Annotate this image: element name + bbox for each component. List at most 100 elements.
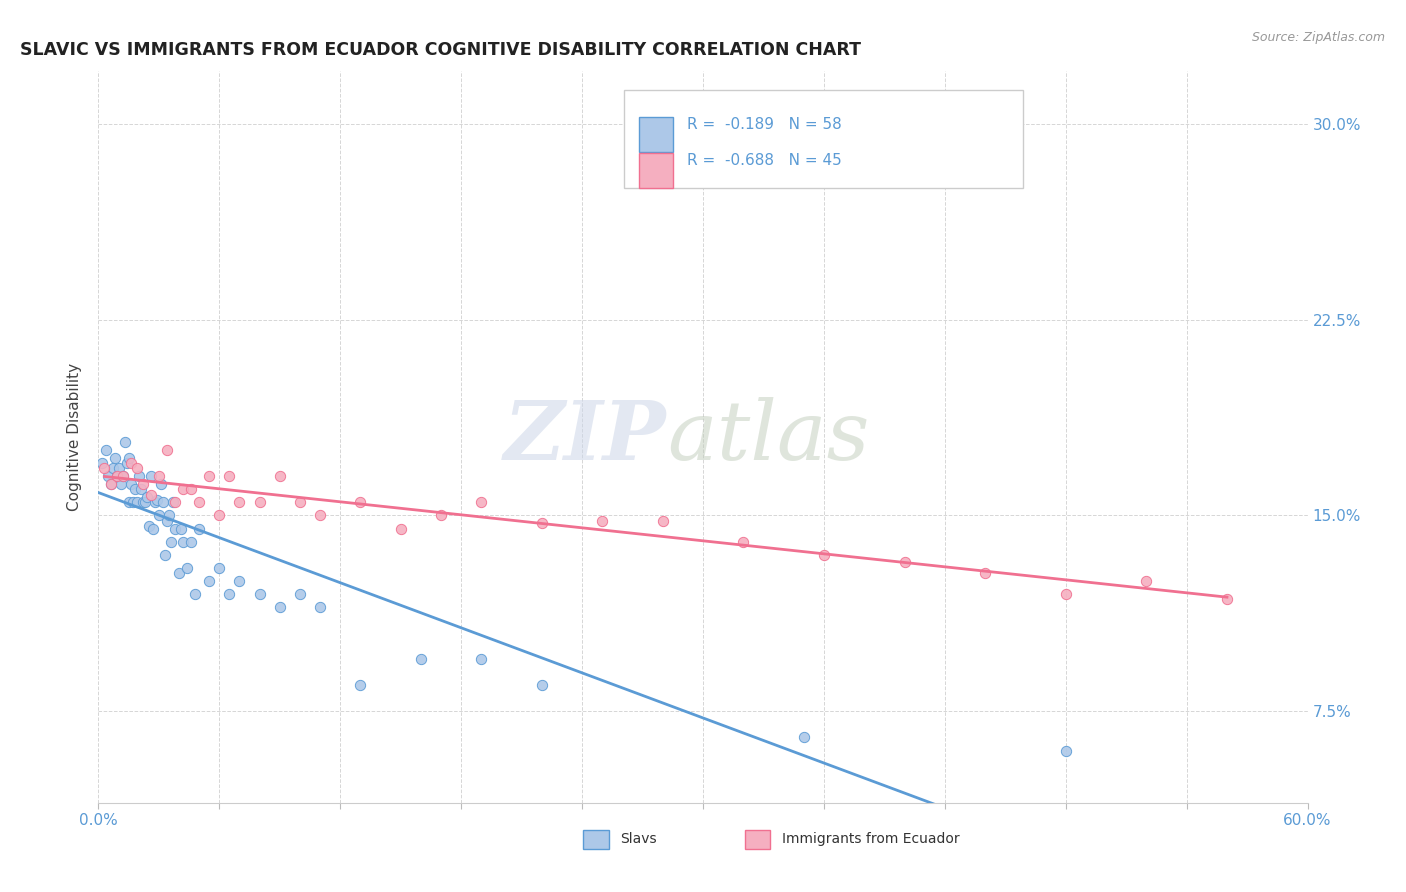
Point [101,461,124,475]
Point [409,652,432,666]
Point [1216,592,1239,607]
Point [97,469,120,483]
Point [105,469,128,483]
Point [228,574,250,588]
Point [129,483,152,497]
Text: R =  -0.688   N = 45: R = -0.688 N = 45 [688,153,842,169]
Point [125,495,148,509]
Point [180,534,202,549]
Point [115,456,138,470]
Point [470,495,492,509]
Bar [638,117,673,152]
Point [163,495,186,509]
Point [153,548,176,562]
Point [389,522,412,536]
Point [176,560,198,574]
Point [184,587,207,601]
Point [163,522,186,536]
Point [120,456,142,470]
Point [138,519,160,533]
Text: ZIP: ZIP [505,397,666,477]
Point [148,469,170,483]
Point [110,477,132,491]
Point [309,599,332,614]
Point [105,469,128,483]
Point [100,477,122,491]
Text: Source: ZipAtlas.com: Source: ZipAtlas.com [1251,31,1385,45]
Point [793,731,815,745]
Point [309,508,332,523]
Point [198,469,221,483]
Point [93,461,115,475]
Point [733,534,755,549]
Point [470,652,492,666]
Point [152,495,174,509]
Bar [624,89,1024,188]
Text: Immigrants from Ecuador: Immigrants from Ecuador [782,832,959,847]
Text: SLAVIC VS IMMIGRANTS FROM ECUADOR COGNITIVE DISABILITY CORRELATION CHART: SLAVIC VS IMMIGRANTS FROM ECUADOR COGNIT… [20,41,860,59]
Point [288,587,311,601]
Point [249,587,271,601]
Point [188,495,211,509]
Point [107,461,129,475]
Point [269,599,291,614]
Point [96,443,118,458]
Point [288,495,311,509]
Point [160,534,183,549]
Point [118,495,141,509]
Point [121,495,143,509]
Point [148,508,170,523]
Point [103,450,125,465]
Point [120,477,142,491]
Point [218,587,240,601]
Point [142,522,165,536]
Point [156,443,179,458]
Point [530,678,553,692]
Point [124,483,146,497]
Point [893,556,915,570]
Text: Slavs: Slavs [620,832,657,847]
Point [1054,587,1077,601]
Point [430,508,453,523]
Point [349,495,371,509]
Point [111,469,134,483]
Point [208,508,231,523]
Point [162,495,184,509]
Point [591,514,613,528]
Point [228,495,250,509]
Point [146,492,169,507]
Point [180,483,202,497]
Point [269,469,291,483]
Point [125,461,148,475]
Point [1054,743,1077,757]
Point [139,469,162,483]
Point [91,456,114,470]
Point [149,477,172,491]
Point [198,574,221,588]
Point [100,477,122,491]
Point [172,534,194,549]
Point [135,490,157,504]
Text: R =  -0.189   N = 58: R = -0.189 N = 58 [688,117,842,132]
Point [208,560,231,574]
Point [349,678,371,692]
Point [170,522,193,536]
Point [651,514,673,528]
Y-axis label: Cognitive Disability: Cognitive Disability [67,363,83,511]
Point [128,469,150,483]
Text: atlas: atlas [666,397,869,477]
Point [134,495,156,509]
Point [143,495,166,509]
Point [118,450,141,465]
Point [218,469,240,483]
Bar [638,153,673,188]
Point [132,495,155,509]
Point [1135,574,1157,588]
Point [188,522,211,536]
Point [156,514,179,528]
Point [157,508,180,523]
Point [167,566,190,580]
Point [132,477,155,491]
Point [530,516,553,531]
Point [974,566,997,580]
